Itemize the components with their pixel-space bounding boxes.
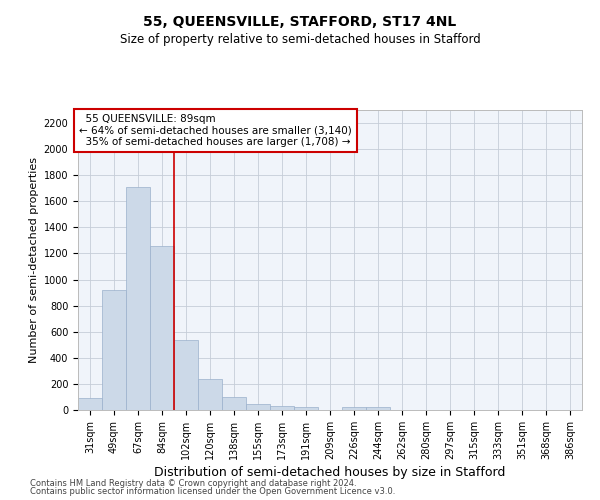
- Y-axis label: Number of semi-detached properties: Number of semi-detached properties: [29, 157, 40, 363]
- Bar: [174, 340, 198, 410]
- Bar: [366, 406, 390, 410]
- Bar: [294, 406, 318, 410]
- Text: Size of property relative to semi-detached houses in Stafford: Size of property relative to semi-detach…: [119, 32, 481, 46]
- Bar: [342, 406, 366, 410]
- Bar: [198, 380, 222, 410]
- X-axis label: Distribution of semi-detached houses by size in Stafford: Distribution of semi-detached houses by …: [154, 466, 506, 479]
- Bar: [270, 406, 294, 410]
- Text: 55, QUEENSVILLE, STAFFORD, ST17 4NL: 55, QUEENSVILLE, STAFFORD, ST17 4NL: [143, 15, 457, 29]
- Bar: [78, 398, 102, 410]
- Text: Contains HM Land Registry data © Crown copyright and database right 2024.: Contains HM Land Registry data © Crown c…: [30, 478, 356, 488]
- Bar: [102, 290, 126, 410]
- Bar: [246, 404, 270, 410]
- Text: Contains public sector information licensed under the Open Government Licence v3: Contains public sector information licen…: [30, 487, 395, 496]
- Bar: [150, 246, 174, 410]
- Bar: [126, 187, 150, 410]
- Bar: [222, 397, 246, 410]
- Text: 55 QUEENSVILLE: 89sqm
← 64% of semi-detached houses are smaller (3,140)
  35% of: 55 QUEENSVILLE: 89sqm ← 64% of semi-deta…: [79, 114, 352, 147]
